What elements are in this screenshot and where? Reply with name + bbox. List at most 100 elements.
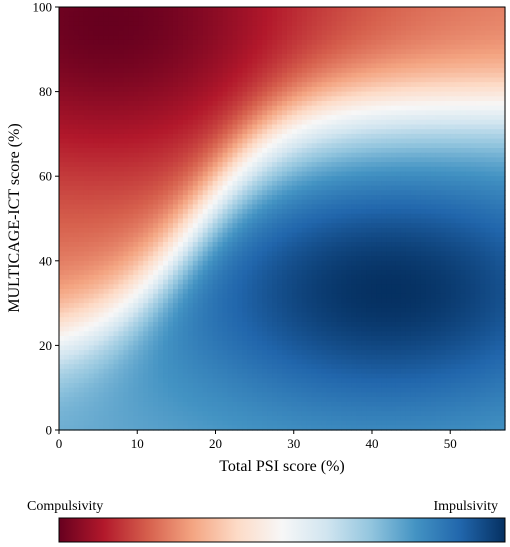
heatmap-cell — [103, 209, 110, 215]
heatmap-cell — [391, 213, 397, 220]
heatmap-cell — [381, 105, 387, 111]
heatmap-cell — [182, 223, 189, 229]
heatmap-cell — [356, 260, 362, 267]
heatmap-cell — [158, 35, 164, 41]
heatmap-cell — [68, 82, 75, 88]
heatmap-cell — [311, 242, 318, 248]
heatmap-cell — [321, 101, 328, 107]
heatmap-cell — [247, 82, 253, 88]
heatmap-cell — [445, 227, 452, 234]
heatmap-cell — [450, 148, 457, 154]
heatmap-cell — [301, 105, 308, 111]
heatmap-cell — [98, 63, 105, 69]
heatmap-cell — [202, 176, 209, 182]
heatmap-cell — [376, 39, 382, 46]
heatmap-cell — [326, 91, 333, 97]
heatmap-cell — [123, 152, 129, 158]
heatmap-cell — [177, 21, 184, 27]
heatmap-cell — [123, 105, 129, 111]
heatmap-cell — [341, 77, 348, 83]
heatmap-cell — [207, 124, 214, 130]
heatmap-cell — [262, 16, 268, 22]
heatmap-cell — [435, 63, 442, 69]
heatmap-cell — [148, 58, 154, 64]
heatmap-cell — [465, 143, 471, 149]
heatmap-cell — [311, 91, 318, 97]
heatmap-cell — [440, 152, 447, 158]
heatmap-cell — [351, 91, 357, 97]
heatmap-cell — [73, 232, 80, 238]
heatmap-cell — [118, 129, 125, 135]
heatmap-cell — [341, 54, 348, 60]
heatmap-cell — [133, 185, 139, 191]
heatmap-cell — [282, 82, 288, 88]
heatmap-cell — [83, 63, 90, 69]
heatmap-cell — [217, 58, 224, 64]
heatmap-cell — [296, 58, 303, 64]
heatmap-cell — [78, 16, 85, 22]
heatmap-cell — [460, 190, 466, 196]
heatmap-cell — [103, 166, 110, 173]
heatmap-cell — [291, 190, 298, 196]
heatmap-cell — [93, 105, 100, 111]
heatmap-cell — [172, 180, 179, 187]
heatmap-cell — [425, 213, 432, 220]
heatmap-cell — [316, 213, 323, 220]
heatmap-cell — [128, 86, 134, 93]
heatmap-cell — [361, 232, 367, 238]
heatmap-cell — [282, 143, 288, 149]
heatmap-cell — [470, 195, 476, 201]
heatmap-cell — [420, 157, 427, 163]
heatmap-cell — [133, 101, 139, 107]
heatmap-cell — [386, 246, 392, 252]
heatmap-cell — [262, 242, 268, 248]
heatmap-cell — [232, 138, 238, 144]
heatmap-cell — [257, 30, 263, 36]
heatmap-cell — [148, 190, 154, 196]
heatmap-cell — [83, 237, 90, 243]
heatmap-cell — [435, 7, 442, 13]
heatmap-cell — [341, 21, 348, 27]
heatmap-cell — [262, 77, 268, 83]
heatmap-cell — [68, 110, 75, 116]
heatmap-cell — [257, 129, 263, 135]
heatmap-cell — [78, 7, 85, 13]
heatmap-cell — [331, 180, 338, 187]
heatmap-cell — [138, 195, 144, 201]
heatmap-cell — [500, 218, 506, 224]
heatmap-cell — [197, 96, 204, 102]
heatmap-cell — [440, 218, 447, 224]
heatmap-cell — [262, 54, 268, 60]
heatmap-cell — [73, 195, 80, 201]
heatmap-cell — [495, 39, 501, 46]
heatmap-cell — [500, 204, 506, 210]
heatmap-cell — [73, 58, 80, 64]
heatmap-cell — [400, 143, 407, 149]
heatmap-cell — [73, 237, 80, 243]
heatmap-cell — [212, 72, 219, 79]
heatmap-cell — [63, 185, 70, 191]
heatmap-cell — [475, 105, 481, 111]
heatmap-cell — [356, 157, 362, 163]
heatmap-cell — [232, 96, 238, 102]
heatmap-cell — [415, 115, 422, 121]
heatmap-cell — [242, 227, 248, 234]
heatmap-cell — [286, 237, 293, 243]
heatmap-cell — [386, 115, 392, 121]
heatmap-cell — [212, 101, 219, 107]
heatmap-cell — [158, 96, 164, 102]
heatmap-cell — [351, 35, 357, 41]
heatmap-cell — [440, 166, 447, 173]
heatmap-cell — [415, 152, 422, 158]
heatmap-cell — [485, 39, 491, 46]
heatmap-cell — [500, 256, 506, 262]
heatmap-cell — [232, 82, 238, 88]
heatmap-cell — [212, 7, 219, 13]
heatmap-cell — [153, 82, 159, 88]
heatmap-cell — [410, 35, 417, 41]
heatmap-cell — [460, 223, 466, 229]
heatmap-cell — [420, 58, 427, 64]
heatmap-cell — [123, 162, 129, 168]
heatmap-cell — [430, 35, 437, 41]
heatmap-cell — [435, 138, 442, 144]
